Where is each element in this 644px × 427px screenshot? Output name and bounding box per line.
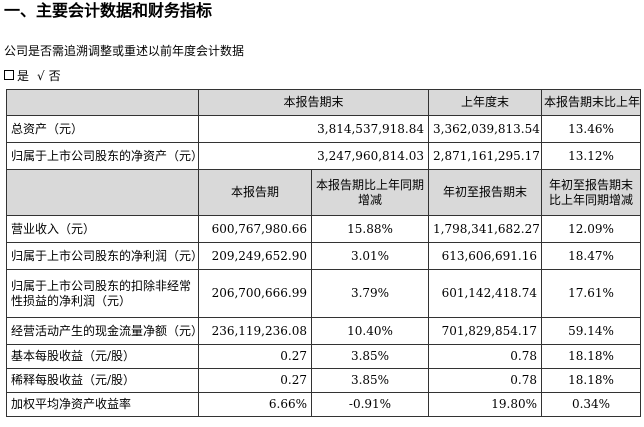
value-cell: 13.46%: [541, 115, 642, 143]
value-cell: 236,119,236.08: [198, 317, 312, 345]
value-cell: 600,767,980.66: [198, 215, 312, 243]
value-cell: 59.14%: [541, 317, 642, 345]
value-cell: 18.18%: [541, 344, 642, 369]
restatement-question: 公司是否需追溯调整或重述以前年度会计数据: [4, 44, 245, 58]
value-cell: 0.78: [428, 344, 543, 369]
row-label: 稀释每股收益（元/股）: [6, 368, 199, 393]
header-cell-change: 本报告期末比上年度末增减: [541, 89, 642, 116]
value-cell: -0.91%: [310, 392, 430, 417]
value-cell: 3,814,537,918.84: [197, 115, 430, 143]
table-row: 基本每股收益（元/股） 0.27 3.85% 0.78 18.18%: [6, 344, 642, 369]
table-header-row: 本报告期末 上年度末 本报告期末比上年度末增减: [6, 89, 642, 116]
value-cell: 206,700,666.99: [198, 269, 312, 318]
row-label: 经营活动产生的现金流量净额（元）: [6, 317, 199, 345]
restatement-answer: 是 √ 否: [4, 68, 61, 84]
table-row: 归属于上市公司股东的净利润（元） 209,249,652.90 3.01% 61…: [6, 242, 642, 270]
row-label: 归属于上市公司股东的净利润（元）: [6, 242, 199, 270]
table-row: 归属于上市公司股东的扣除非经常性损益的净利润（元） 206,700,666.99…: [6, 269, 642, 318]
value-cell: 3,247,960,814.03: [197, 142, 430, 170]
value-cell: 10.40%: [310, 317, 430, 345]
header-cell-blank: [6, 169, 199, 216]
value-cell: 701,829,854.17: [428, 317, 543, 345]
value-cell: 17.61%: [541, 269, 642, 318]
unchecked-box-icon: [4, 70, 14, 80]
header-cell-current-period: 本报告期: [198, 169, 312, 216]
value-cell: 1,798,341,682.27: [428, 215, 543, 243]
value-cell: 2,871,161,295.17: [428, 142, 543, 170]
section-heading: 一、主要会计数据和财务指标: [4, 1, 213, 20]
table-row: 经营活动产生的现金流量净额（元） 236,119,236.08 10.40% 7…: [6, 317, 642, 345]
header-cell-period-change: 本报告期比上年同期增减: [310, 169, 430, 216]
financial-data-table: 本报告期末 上年度末 本报告期末比上年度末增减 总资产（元） 3,814,537…: [6, 89, 642, 417]
value-cell: 15.88%: [310, 215, 430, 243]
value-cell: 18.47%: [541, 242, 642, 270]
header-cell-period-end: 本报告期末: [197, 89, 430, 116]
value-cell: 3,362,039,813.54: [428, 115, 543, 143]
header-cell-blank: [6, 89, 199, 116]
value-cell: 3.85%: [310, 368, 430, 393]
value-cell: 0.27: [198, 344, 312, 369]
value-cell: 19.80%: [428, 392, 543, 417]
table-row: 加权平均净资产收益率 6.66% -0.91% 19.80% 0.34%: [6, 392, 642, 417]
option-no-label: 否: [48, 69, 61, 83]
selected-check-mark: √: [37, 69, 45, 83]
value-cell: 18.18%: [541, 368, 642, 393]
value-cell: 6.66%: [198, 392, 312, 417]
table-row: 营业收入（元） 600,767,980.66 15.88% 1,798,341,…: [6, 215, 642, 243]
value-cell: 13.12%: [541, 142, 642, 170]
table-row: 稀释每股收益（元/股） 0.27 3.85% 0.78 18.18%: [6, 368, 642, 393]
value-cell: 0.78: [428, 368, 543, 393]
header-cell-last-year-end: 上年度末: [428, 89, 543, 116]
table-row: 归属于上市公司股东的净资产（元） 3,247,960,814.03 2,871,…: [6, 142, 642, 170]
value-cell: 3.79%: [310, 269, 430, 318]
table-row: 总资产（元） 3,814,537,918.84 3,362,039,813.54…: [6, 115, 642, 143]
value-cell: 0.27: [198, 368, 312, 393]
value-cell: 209,249,652.90: [198, 242, 312, 270]
value-cell: 3.01%: [310, 242, 430, 270]
header-cell-ytd-change: 年初至报告期末比上年同期增减: [541, 169, 642, 216]
value-cell: 12.09%: [541, 215, 642, 243]
value-cell: 613,606,691.16: [428, 242, 543, 270]
value-cell: 0.34%: [541, 392, 642, 417]
value-cell: 3.85%: [310, 344, 430, 369]
value-cell: 601,142,418.74: [428, 269, 543, 318]
row-label: 加权平均净资产收益率: [6, 392, 199, 417]
row-label: 归属于上市公司股东的净资产（元）: [6, 142, 199, 170]
option-yes-label: 是: [17, 69, 30, 83]
row-label: 归属于上市公司股东的扣除非经常性损益的净利润（元）: [6, 269, 199, 318]
row-label: 营业收入（元）: [6, 215, 199, 243]
row-label: 总资产（元）: [6, 115, 199, 143]
header-cell-ytd: 年初至报告期末: [428, 169, 543, 216]
row-label: 基本每股收益（元/股）: [6, 344, 199, 369]
table-header-row: 本报告期 本报告期比上年同期增减 年初至报告期末 年初至报告期末比上年同期增减: [6, 169, 642, 216]
